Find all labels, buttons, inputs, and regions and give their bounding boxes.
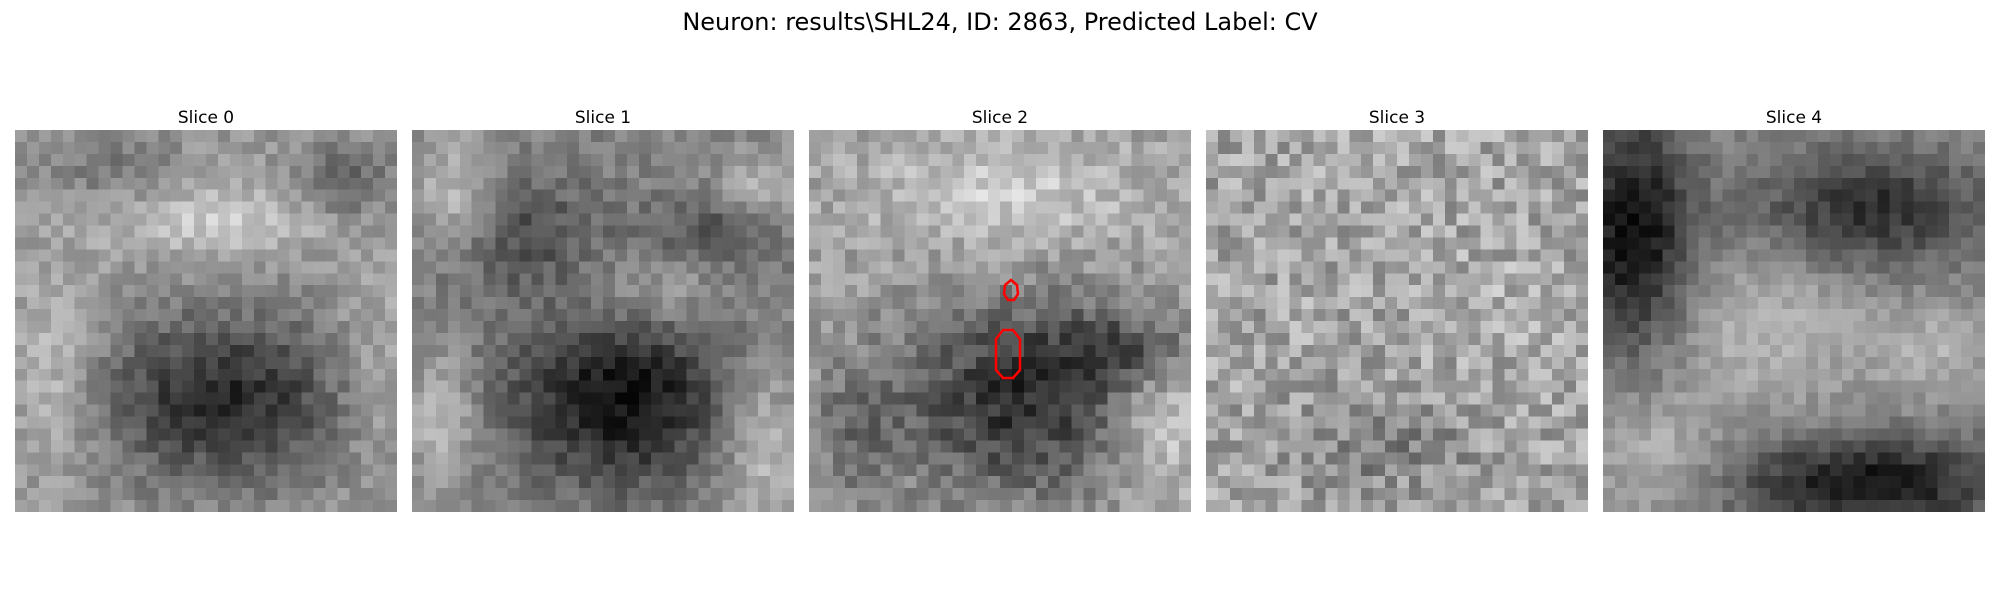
figure-title: Neuron: results\SHL24, ID: 2863, Predict… (682, 8, 1318, 36)
slice-title-1: Slice 1 (574, 108, 632, 128)
slice-image-1 (412, 130, 794, 512)
slice-title-4: Slice 4 (1765, 108, 1823, 128)
slice-image-2 (809, 130, 1191, 512)
slice-panel-4: Slice 4 (1603, 108, 1985, 512)
slice-image-0 (15, 130, 397, 512)
slice-image-3 (1206, 130, 1588, 512)
slice-image-4 (1603, 130, 1985, 512)
slice-panel-0: Slice 0 (15, 108, 397, 512)
slice-panel-1: Slice 1 (412, 108, 794, 512)
slice-title-0: Slice 0 (177, 108, 235, 128)
slice-panel-3: Slice 3 (1206, 108, 1588, 512)
slice-panel-2: Slice 2 (809, 108, 1191, 512)
slice-title-2: Slice 2 (971, 108, 1029, 128)
slice-title-3: Slice 3 (1368, 108, 1426, 128)
